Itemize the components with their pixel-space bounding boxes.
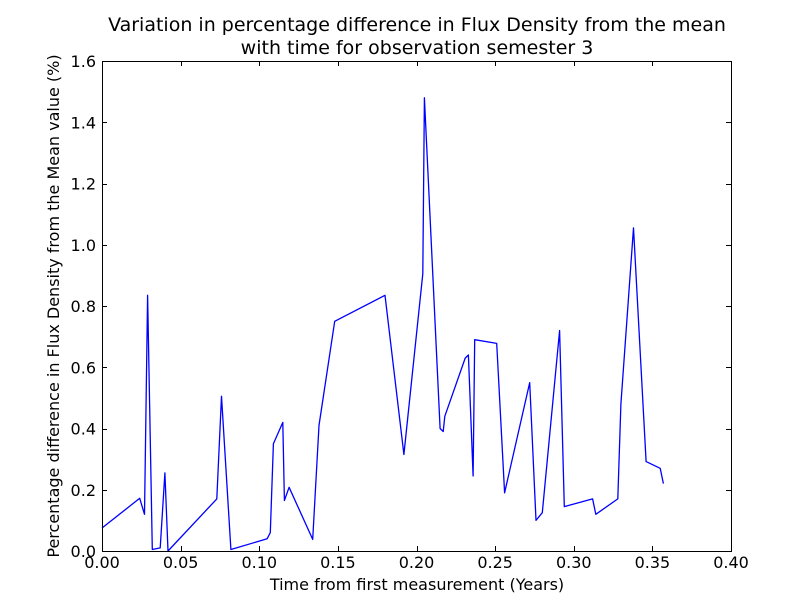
y-tick-label: 1.4 xyxy=(71,113,96,132)
x-tick-label: 0.25 xyxy=(477,553,513,572)
x-tick-label: 0.35 xyxy=(635,553,671,572)
x-tick-label: 0.40 xyxy=(713,553,749,572)
x-tick-label: 0.10 xyxy=(241,553,277,572)
y-tick-label: 1.2 xyxy=(71,175,96,194)
x-tick-label: 0.30 xyxy=(556,553,592,572)
plot-frame xyxy=(102,61,732,552)
chart-title-line-1: Variation in percentage difference in Fl… xyxy=(108,14,726,36)
x-tick-label: 0.15 xyxy=(320,553,356,572)
series-line xyxy=(101,97,665,552)
x-tick-label: 0.00 xyxy=(84,553,120,572)
y-tick-label: 0.0 xyxy=(71,542,96,561)
y-axis-label: Percentage difference in Flux Density fr… xyxy=(44,54,63,557)
axis-ticks: 0.00 0.05 0.10 0.15 0.20 0.25 0.30 0.35 0.40 0.0 0… xyxy=(71,52,749,572)
x-tick-label: 0.05 xyxy=(163,553,199,572)
y-tick-label: 0.2 xyxy=(71,481,96,500)
y-tick-label: 0.4 xyxy=(71,420,96,439)
y-tick-label: 0.8 xyxy=(71,297,96,316)
x-axis-label: Time from first measurement (Years) xyxy=(269,575,564,594)
y-tick-label: 1.6 xyxy=(71,52,96,71)
y-tick-label: 1.0 xyxy=(71,236,96,255)
x-tick-label: 0.20 xyxy=(399,553,435,572)
chart-title-line-2: with time for observation semester 3 xyxy=(241,37,594,59)
y-tick-label: 0.6 xyxy=(71,358,96,377)
